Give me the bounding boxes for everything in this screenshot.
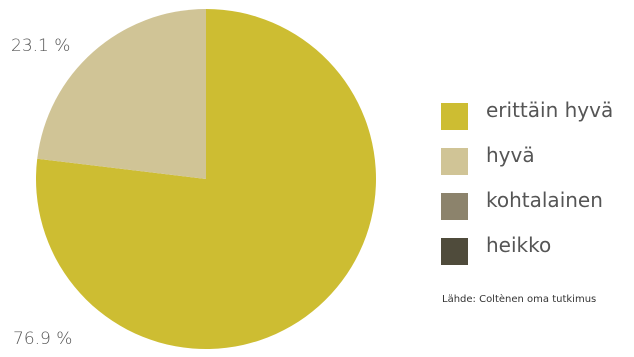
legend-swatch-kohtalainen [441, 193, 468, 220]
legend-swatch-hyva [441, 148, 468, 175]
legend-swatch-heikko [441, 238, 468, 265]
legend-label-hyva: hyvä [486, 143, 535, 167]
legend-label-kohtalainen: kohtalainen [486, 188, 603, 212]
source-note: Lähde: Coltènen oma tutkimus [442, 294, 597, 305]
pie-slice-erittäin-hyvä [35, 9, 376, 349]
data-label-erittain-hyva: 76.9 % [13, 329, 73, 349]
data-label-hyva: 23.1 % [11, 36, 71, 56]
legend-label-erittain-hyva: erittäin hyvä [486, 98, 614, 122]
legend-swatch-erittain-hyva [441, 103, 468, 130]
legend-label-heikko: heikko [486, 233, 552, 257]
pie-slice-hyvä [37, 9, 207, 179]
